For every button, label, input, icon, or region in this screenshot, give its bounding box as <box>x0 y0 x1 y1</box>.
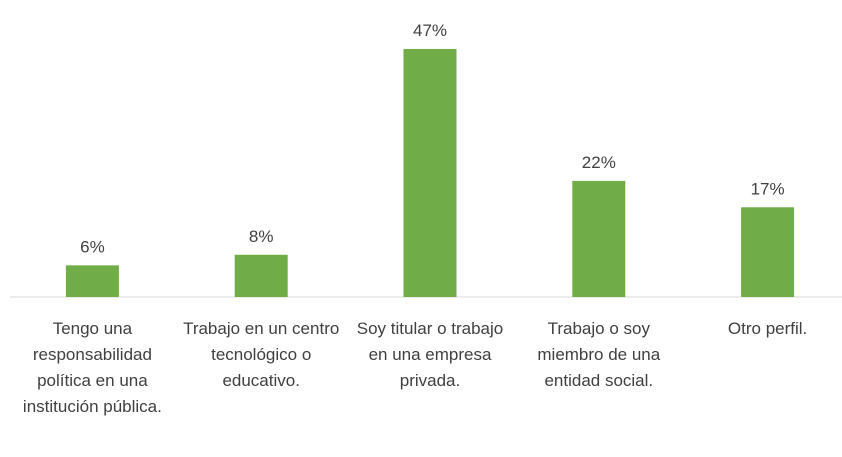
x-tick-label: Trabajo o soy miembro de una entidad soc… <box>537 319 661 390</box>
data-label: 6% <box>80 237 105 256</box>
bar <box>572 180 626 297</box>
x-tick-label: Otro perfil. <box>727 319 808 338</box>
data-label: 22% <box>582 153 616 172</box>
data-label: 17% <box>751 179 785 198</box>
bar <box>741 207 795 297</box>
x-tick-label: Tengo una responsabilidad política en un… <box>22 319 162 416</box>
x-tick-label: Soy titular o trabajo en una empresa pri… <box>356 319 504 390</box>
data-label: 47% <box>413 21 447 40</box>
x-tick-label: Trabajo en un centro tecnológico o educa… <box>183 319 340 390</box>
bar <box>403 49 457 297</box>
data-label: 8% <box>249 227 274 246</box>
bar <box>234 254 288 297</box>
bar <box>65 265 119 297</box>
